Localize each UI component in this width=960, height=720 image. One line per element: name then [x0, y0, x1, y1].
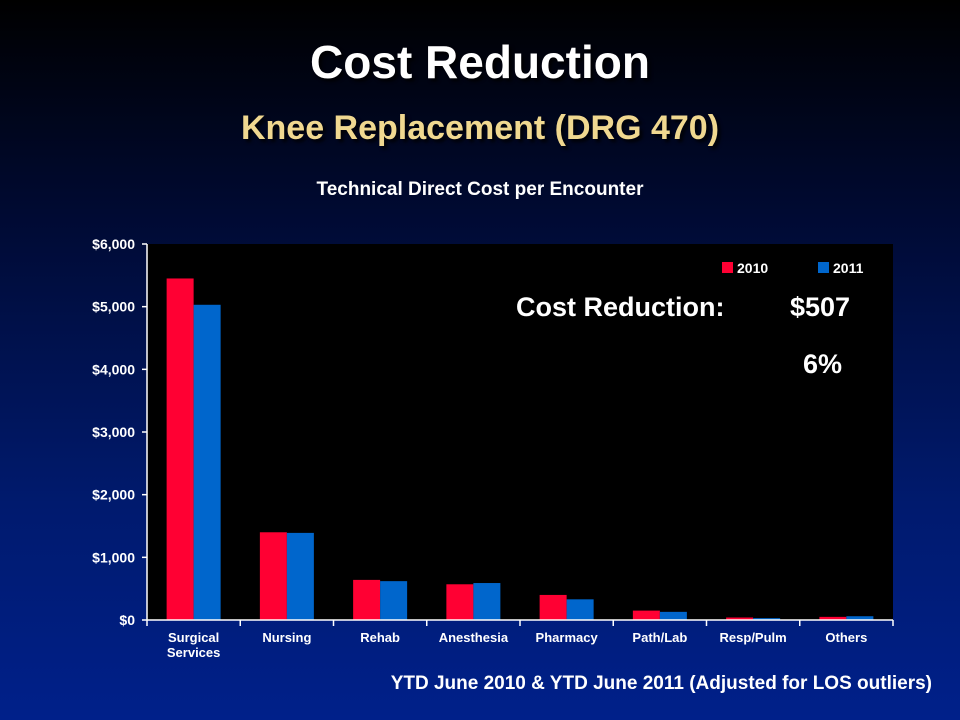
- bar-2011-3: [473, 583, 501, 620]
- legend-swatch-2010: [722, 262, 733, 273]
- x-ticks-group: Surgical Services Nursing Rehab Anesthesia Ph…: [146, 620, 894, 660]
- y-ticks-group: $0 $1,000 $2,000 $3,000 $4,000 $5,000 $6,000: [92, 236, 147, 628]
- legend-label-2010: 2010: [737, 260, 768, 276]
- bar-2011-1: [286, 532, 314, 620]
- bar-2011-5: [659, 611, 687, 620]
- bar-2011-6: [753, 618, 781, 620]
- y-tick-label: $5,000: [92, 299, 135, 315]
- x-tick-label: Rehab: [360, 630, 400, 645]
- y-tick-label: $2,000: [92, 487, 135, 503]
- cost-reduction-amount: $507: [790, 292, 850, 322]
- y-tick-label: $6,000: [92, 236, 135, 252]
- bar-2010-1: [259, 532, 287, 620]
- slide-title: Cost Reduction: [310, 36, 650, 88]
- slide-subtitle: Knee Replacement (DRG 470): [240, 109, 720, 147]
- cost-reduction-percent: 6%: [803, 349, 842, 379]
- bars-group: [166, 278, 874, 620]
- bar-2010-3: [446, 584, 474, 620]
- bar-2011-0: [193, 304, 221, 620]
- bar-2011-4: [566, 599, 594, 620]
- cost-reduction-label: Cost Reduction:: [516, 292, 725, 322]
- bar-2010-6: [726, 617, 754, 620]
- bar-2010-4: [539, 594, 567, 620]
- bar-2010-5: [632, 610, 660, 620]
- chart-title: Technical Direct Cost per Encounter: [316, 179, 644, 200]
- y-tick-label: $3,000: [92, 424, 135, 440]
- x-tick-label: Anesthesia: [439, 630, 509, 645]
- bar-2010-2: [353, 579, 381, 620]
- x-tick-label: Path/Lab: [632, 630, 687, 645]
- bar-2010-7: [819, 616, 847, 620]
- bar-2011-7: [846, 616, 874, 620]
- x-tick-label: Others: [825, 630, 867, 645]
- footnote: YTD June 2010 & YTD June 2011 (Adjusted …: [390, 673, 932, 694]
- y-tick-label: $1,000: [92, 549, 135, 565]
- bar-2010-0: [166, 278, 194, 620]
- legend-label-2011: 2011: [833, 260, 864, 276]
- legend-swatch-2011: [818, 262, 829, 273]
- x-tick-label: Resp/Pulm: [720, 630, 787, 645]
- x-tick-label: Pharmacy: [536, 630, 599, 645]
- y-tick-label: $4,000: [92, 361, 135, 377]
- bar-2011-2: [380, 581, 408, 620]
- legend: 2010 2011: [722, 260, 864, 276]
- x-tick-label: Surgical Services: [167, 630, 221, 660]
- y-tick-label: $0: [119, 612, 135, 628]
- x-tick-label: Nursing: [262, 630, 311, 645]
